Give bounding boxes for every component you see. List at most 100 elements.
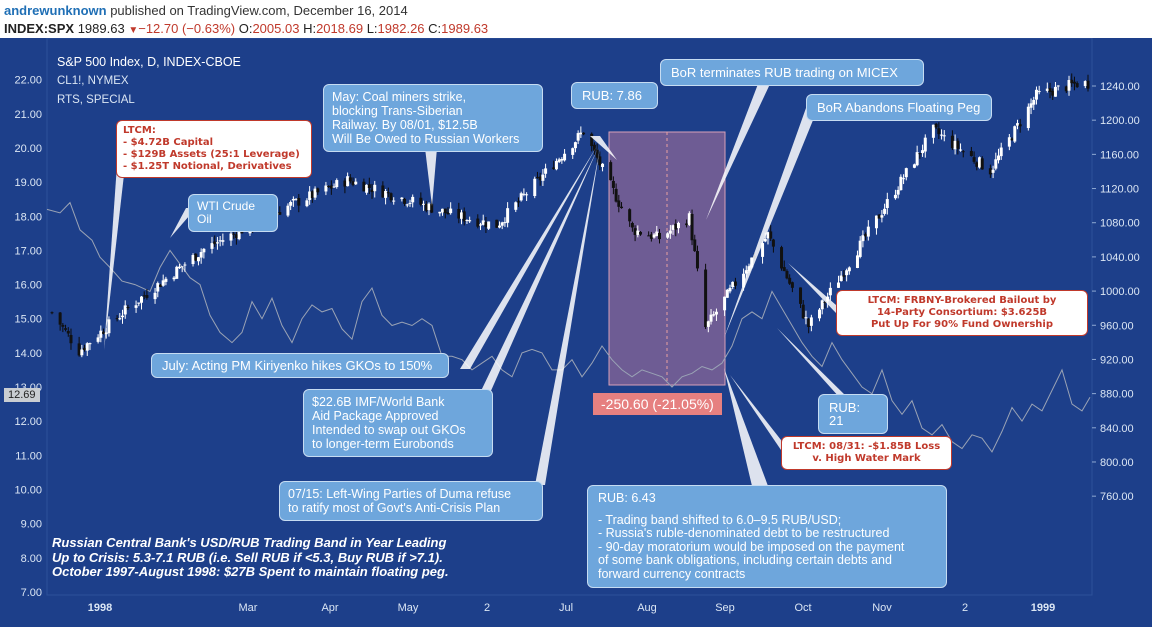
right-tick-label: 1160.00: [1100, 149, 1139, 161]
candle-body: [676, 222, 680, 229]
candle-body: [712, 314, 716, 316]
candle-body: [389, 193, 393, 201]
candle-body: [58, 312, 62, 325]
candle-body: [134, 305, 138, 308]
candle-body: [465, 219, 469, 221]
candle-body: [69, 334, 73, 344]
candle-body: [180, 266, 184, 268]
published-text: published on TradingView.com, December 1…: [110, 3, 408, 18]
candle-body: [695, 251, 699, 269]
right-tick-label: 1200.00: [1100, 115, 1140, 127]
candle-body: [1075, 83, 1079, 88]
candle-body: [560, 158, 564, 161]
candle-body: [156, 283, 160, 292]
candle-body: [381, 185, 385, 198]
candle-body: [828, 287, 832, 296]
candle-body: [164, 278, 168, 282]
floating-peg-callout[interactable]: BoR Abandons Floating Peg: [806, 94, 992, 121]
candle-body: [915, 152, 919, 166]
candle-body: [655, 231, 659, 236]
left-tick-label: 19.00: [14, 177, 42, 189]
candle-body: [1048, 88, 1052, 92]
legend-oil-series[interactable]: CL1!, NYMEX: [57, 75, 129, 87]
ltcm-line-3: - $1.25T Notional, Derivatives: [123, 161, 292, 172]
candle-body: [785, 270, 789, 279]
x-tick-label: Oct: [794, 602, 811, 614]
coal-strike-callout[interactable]: May: Coal miners strike, blocking Trans-…: [323, 84, 543, 152]
candle-body: [232, 233, 236, 235]
ltcm-loss-callout[interactable]: LTCM: 08/31: -$1.85B Loss v. High Water …: [781, 436, 952, 470]
candle-body: [194, 253, 198, 261]
micex-callout[interactable]: BoR terminates RUB trading on MICEX: [660, 59, 924, 86]
candle-body: [847, 267, 851, 272]
left-tick-label: 18.00: [14, 211, 42, 223]
candle-body: [997, 155, 1001, 161]
candle-body: [571, 148, 575, 155]
candle-body: [639, 231, 643, 235]
candle-body: [617, 200, 621, 207]
candle-body: [714, 311, 718, 315]
rub-786-callout[interactable]: RUB: 7.86: [571, 82, 658, 109]
candle-body: [790, 282, 794, 288]
candle-body: [403, 198, 407, 204]
ohlc-line: INDEX:SPX 1989.63 ▼−12.70 (−0.63%) O:200…: [4, 21, 488, 36]
duma-callout[interactable]: 07/15: Left-Wing Parties of Duma refuse …: [279, 481, 543, 521]
candle-body: [126, 307, 130, 309]
candle-body: [636, 230, 640, 235]
candle-body: [771, 239, 775, 247]
candle-body: [422, 203, 426, 205]
x-axis: 1998 Mar Apr May 2 Jul Aug Sep Oct Nov 2 1999: [88, 602, 1055, 614]
candle-body: [77, 343, 81, 356]
current-value-label: 12.69: [4, 388, 40, 402]
ltcm-bailout-callout[interactable]: LTCM: FRBNY-Brokered Bailout by 14-Party…: [836, 290, 1088, 336]
candle-body: [611, 180, 615, 188]
ltcm-capital-callout[interactable]: LTCM: - $4.72B Capital - $129B Assets (2…: [116, 120, 312, 178]
candle-body: [199, 252, 203, 258]
close-label: C:: [428, 21, 442, 36]
candle-body: [535, 177, 539, 179]
candle-body: [590, 133, 594, 147]
imf-line-2: Aid Package Approved: [312, 409, 439, 423]
rub-643-callout[interactable]: RUB: 6.43 - Trading band shifted to 6.0–…: [587, 485, 947, 588]
candle-body: [430, 203, 434, 213]
callout-pointer: [480, 148, 598, 393]
candle-body: [693, 239, 697, 252]
candle-body: [310, 191, 314, 199]
candle-body: [896, 189, 900, 195]
candle-body: [438, 211, 442, 214]
right-tick-label: 1240.00: [1100, 81, 1140, 93]
callout-pointer: [724, 368, 768, 486]
candle-body: [761, 243, 765, 257]
legend-rts-series[interactable]: RTS, SPECIAL: [57, 94, 135, 106]
bailout-line-2: 14-Party Consortium: $3.625B: [876, 307, 1048, 318]
left-tick-label: 9.00: [21, 519, 42, 531]
bailout-line-1: LTCM: FRBNY-Brokered Bailout by: [867, 295, 1057, 306]
rub643-line-2: - Russia's ruble-denominated debt to be …: [598, 526, 890, 540]
candle-body: [237, 229, 241, 240]
kiriyenko-callout[interactable]: July: Acting PM Kiriyenko hikes GKOs to …: [151, 353, 449, 378]
candle-body: [441, 208, 445, 213]
candle-body: [1010, 138, 1014, 141]
wti-callout[interactable]: WTI Crude Oil: [188, 194, 278, 232]
rub643-line-5: forward currency contracts: [598, 566, 746, 581]
x-tick-label: Jul: [559, 602, 573, 614]
rub-21-callout[interactable]: RUB: 21: [818, 394, 888, 434]
author-link[interactable]: andrewunknown: [4, 3, 107, 18]
candle-body: [942, 135, 946, 137]
note-line-2: Up to Crisis: 5.3-7.1 RUB (i.e. Sell RUB…: [52, 549, 443, 565]
candle-body: [972, 157, 976, 162]
candle-body: [725, 289, 729, 298]
candle-body: [766, 232, 770, 239]
candle-body: [1045, 88, 1049, 91]
rub643-line-3: - 90-day moratorium would be imposed on …: [598, 539, 905, 554]
candle-body: [582, 132, 586, 135]
left-tick-label: 16.00: [14, 280, 42, 292]
candle-body: [196, 257, 200, 262]
candle-body: [476, 218, 480, 227]
candle-body: [609, 162, 613, 181]
candle-body: [161, 280, 165, 286]
imf-callout[interactable]: $22.6B IMF/World Bank Aid Package Approv…: [303, 389, 493, 457]
candle-body: [400, 197, 404, 200]
legend-main-series[interactable]: S&P 500 Index, D, INDEX-CBOE: [57, 55, 241, 69]
right-tick-label: 920.00: [1100, 354, 1134, 366]
